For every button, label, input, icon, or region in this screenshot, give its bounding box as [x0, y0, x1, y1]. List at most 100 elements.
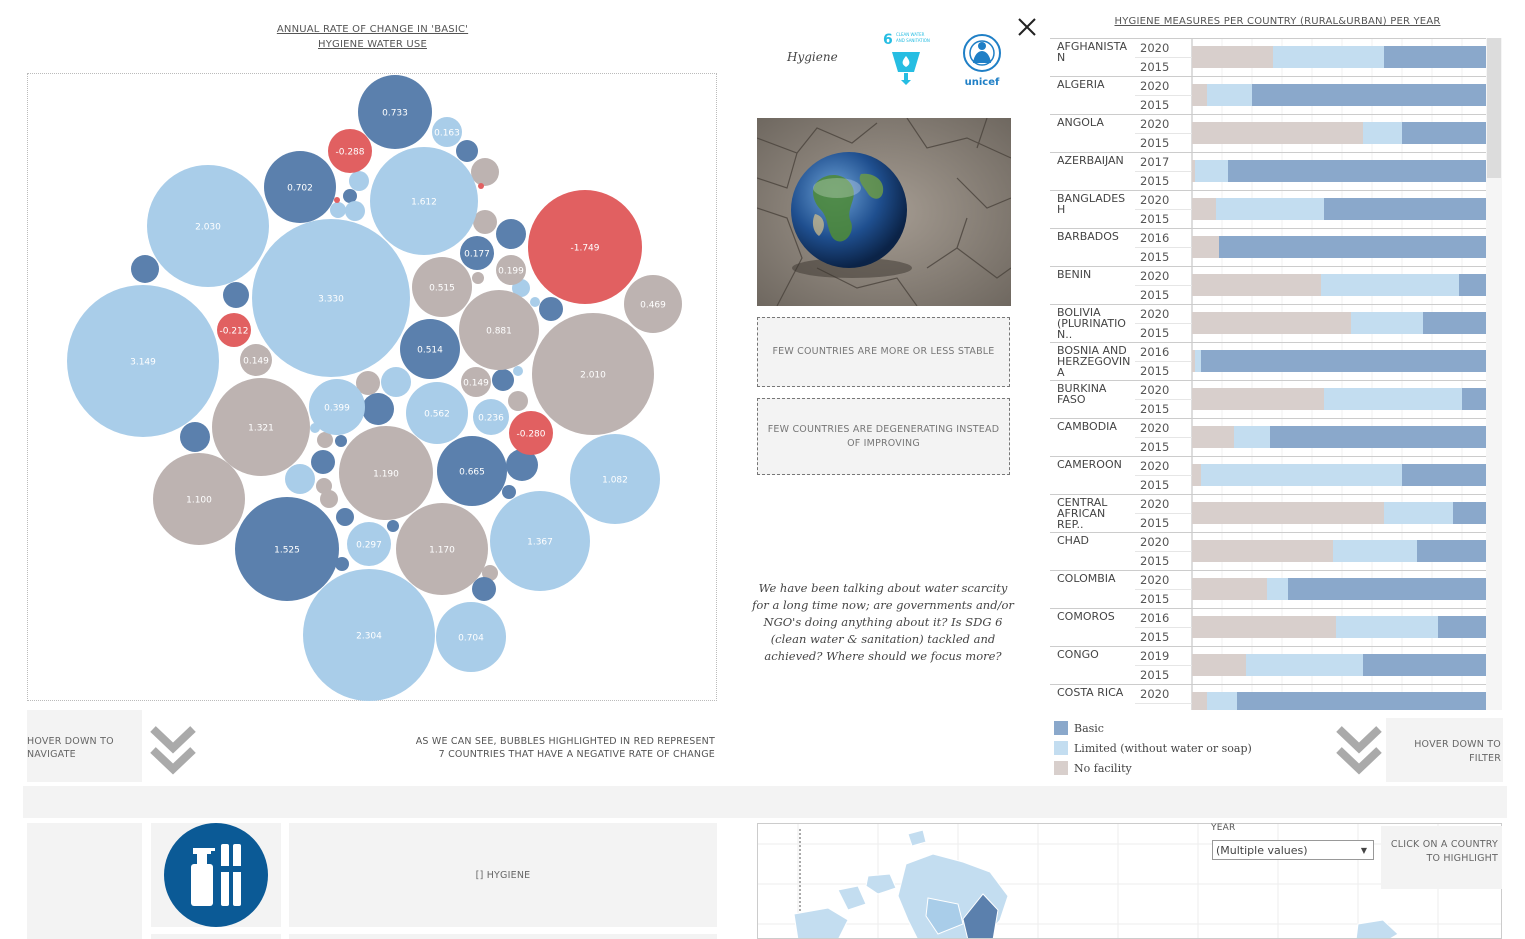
scrollbar-track[interactable] [1486, 38, 1502, 710]
bubble[interactable]: 2.304 [303, 569, 435, 701]
bar-segment-limited[interactable] [1195, 350, 1201, 372]
bubble[interactable]: 1.100 [153, 453, 245, 545]
hygiene-soap-toothbrush-icon[interactable] [163, 822, 269, 928]
bubble-circle[interactable] [412, 257, 472, 317]
bubble-circle[interactable] [570, 434, 660, 524]
bar-segment-no-facility[interactable] [1192, 464, 1201, 486]
bubble[interactable]: 0.149 [240, 344, 272, 376]
bubble-circle[interactable] [624, 275, 682, 333]
bubble[interactable]: 0.881 [459, 290, 539, 370]
bubble[interactable]: 0.199 [496, 255, 526, 285]
bubble-small[interactable] [387, 520, 399, 532]
bubble-circle[interactable] [217, 313, 251, 347]
bubble-circle[interactable] [509, 411, 553, 455]
bar-segment-basic[interactable] [1438, 616, 1492, 638]
bar-segment-basic[interactable] [1252, 84, 1492, 106]
bubble[interactable]: 3.149 [67, 285, 219, 437]
bubble-circle[interactable] [496, 255, 526, 285]
bar-segment-no-facility[interactable] [1192, 160, 1195, 182]
bar-segment-no-facility[interactable] [1192, 312, 1351, 334]
bar-segment-limited[interactable] [1333, 540, 1417, 562]
bubble-small[interactable] [223, 282, 249, 308]
map-region[interactable] [793, 907, 849, 939]
bubble-circle[interactable] [67, 285, 219, 437]
bubble[interactable]: 1.321 [212, 378, 310, 476]
bar-segment-basic[interactable] [1270, 426, 1492, 448]
double-chevron-down-icon[interactable] [150, 724, 196, 776]
bubble[interactable]: 0.665 [437, 436, 507, 506]
map-region[interactable] [1355, 919, 1399, 939]
bubble[interactable]: 1.190 [339, 426, 433, 520]
bar-segment-basic[interactable] [1228, 160, 1492, 182]
bar-segment-no-facility[interactable] [1192, 692, 1207, 710]
bar-segment-basic[interactable] [1423, 312, 1492, 334]
bar-segment-no-facility[interactable] [1192, 616, 1336, 638]
legend-item-basic[interactable]: Basic [1054, 720, 1104, 736]
bubble[interactable]: 1.612 [370, 147, 478, 255]
bar-segment-basic[interactable] [1384, 46, 1492, 68]
bar-segment-basic[interactable] [1237, 692, 1492, 710]
bar-segment-limited[interactable] [1363, 122, 1402, 144]
bubble-circle[interactable] [252, 219, 410, 377]
scrollbar-thumb[interactable] [1487, 38, 1501, 178]
bar-segment-basic[interactable] [1453, 502, 1492, 524]
bottom-nav-box[interactable] [27, 823, 142, 939]
bubble-small[interactable] [335, 435, 347, 447]
hover-filter-box[interactable] [1386, 718, 1503, 782]
bubble-circle[interactable] [459, 290, 539, 370]
bar-segment-basic[interactable] [1324, 198, 1492, 220]
bar-segment-no-facility[interactable] [1192, 350, 1195, 372]
bubble-small[interactable] [472, 577, 496, 601]
bubble-small[interactable] [496, 219, 526, 249]
bubble-small[interactable] [513, 366, 523, 376]
bar-segment-no-facility[interactable] [1192, 236, 1219, 258]
bubble-circle[interactable] [264, 151, 336, 223]
bubble-circle[interactable] [490, 491, 590, 591]
bar-segment-no-facility[interactable] [1192, 388, 1324, 410]
bar-segment-limited[interactable] [1324, 388, 1462, 410]
bubble-chart[interactable]: 0.733 0.163 -0.288 0.702 1.612 2.030 -1.749 0.1… [28, 74, 718, 702]
bubble-small[interactable] [334, 197, 340, 203]
bubble-circle[interactable] [147, 165, 269, 287]
bubble-circle[interactable] [339, 426, 433, 520]
bubble-small[interactable] [492, 369, 514, 391]
bubble-circle[interactable] [461, 367, 491, 397]
bubble[interactable]: 0.163 [432, 117, 462, 147]
bubble-small[interactable] [343, 189, 357, 203]
bar-segment-basic[interactable] [1402, 464, 1492, 486]
bubble-circle[interactable] [347, 522, 391, 566]
bubble-small[interactable] [317, 432, 333, 448]
bar-segment-basic[interactable] [1363, 654, 1492, 676]
bubble[interactable]: 0.177 [460, 236, 494, 270]
next-button-box[interactable] [289, 934, 717, 939]
bubble[interactable]: -0.212 [217, 313, 251, 347]
bubble-small[interactable] [335, 557, 349, 571]
bubble-circle[interactable] [370, 147, 478, 255]
bubble[interactable]: 0.297 [347, 522, 391, 566]
bubble-small[interactable] [356, 371, 380, 395]
bar-segment-no-facility[interactable] [1192, 198, 1216, 220]
bubble[interactable]: -1.749 [528, 190, 642, 304]
map-canvas[interactable] [758, 824, 1502, 939]
bubble[interactable]: 0.236 [473, 399, 509, 435]
bar-segment-basic[interactable] [1201, 350, 1492, 372]
bubble[interactable]: 0.562 [406, 382, 468, 444]
map-region[interactable] [865, 873, 897, 895]
bubble-small[interactable] [502, 485, 516, 499]
bubble-small[interactable] [316, 478, 332, 494]
bar-segment-limited[interactable] [1246, 654, 1363, 676]
double-chevron-down-icon[interactable] [1336, 724, 1382, 776]
bubble-small[interactable] [508, 391, 528, 411]
map-region[interactable] [962, 893, 999, 939]
bubble-small[interactable] [478, 183, 484, 189]
bar-segment-no-facility[interactable] [1192, 540, 1333, 562]
bar-segment-basic[interactable] [1402, 122, 1492, 144]
dropdown-arrow-icon[interactable]: ▼ [1360, 845, 1367, 855]
bubble-small[interactable] [349, 171, 369, 191]
close-icon[interactable] [1015, 15, 1039, 39]
bubble[interactable]: 0.515 [412, 257, 472, 317]
bubble-small[interactable] [506, 449, 538, 481]
bubble[interactable]: 0.702 [264, 151, 336, 223]
bubble-small[interactable] [539, 297, 563, 321]
bubble[interactable]: 1.082 [570, 434, 660, 524]
